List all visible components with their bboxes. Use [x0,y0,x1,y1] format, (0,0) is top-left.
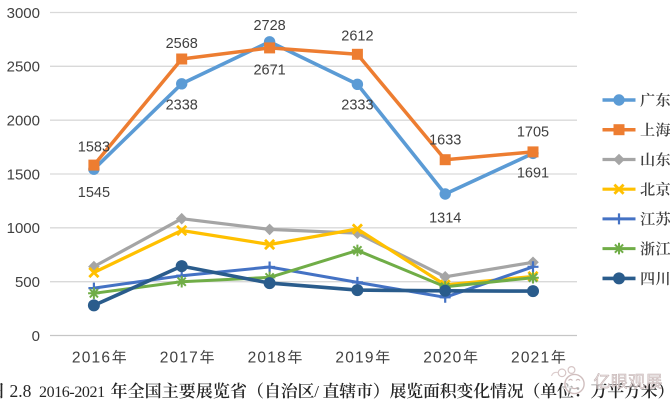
svg-text:1500: 1500 [7,166,40,183]
svg-text:1691: 1691 [517,165,549,181]
svg-text:2021: 2021 [511,350,550,367]
svg-text:2.8: 2.8 [10,381,32,401]
svg-text:2016: 2016 [72,350,111,367]
svg-text:2016-2021: 2016-2021 [39,384,105,401]
svg-text:1314: 1314 [429,210,461,226]
svg-text:2671: 2671 [253,62,285,78]
svg-text:2500: 2500 [7,59,40,76]
svg-text:1545: 1545 [78,185,110,201]
svg-text:2019: 2019 [335,350,374,367]
svg-text:2338: 2338 [166,98,198,114]
svg-text:2020: 2020 [423,350,462,367]
svg-text:1000: 1000 [7,220,40,237]
svg-text:2333: 2333 [341,98,373,114]
svg-text:2728: 2728 [253,18,285,34]
svg-text:2017: 2017 [160,350,199,367]
svg-text:2018: 2018 [248,350,287,367]
svg-text:500: 500 [15,274,40,291]
svg-text:1705: 1705 [517,125,549,141]
svg-text:2568: 2568 [166,36,198,52]
svg-text:0: 0 [32,328,40,345]
svg-text:3000: 3000 [7,5,40,22]
svg-text:2000: 2000 [7,113,40,130]
svg-text:/: / [314,382,319,401]
svg-text:1583: 1583 [78,139,110,155]
svg-text:1633: 1633 [429,133,461,149]
svg-text:2612: 2612 [341,29,373,45]
